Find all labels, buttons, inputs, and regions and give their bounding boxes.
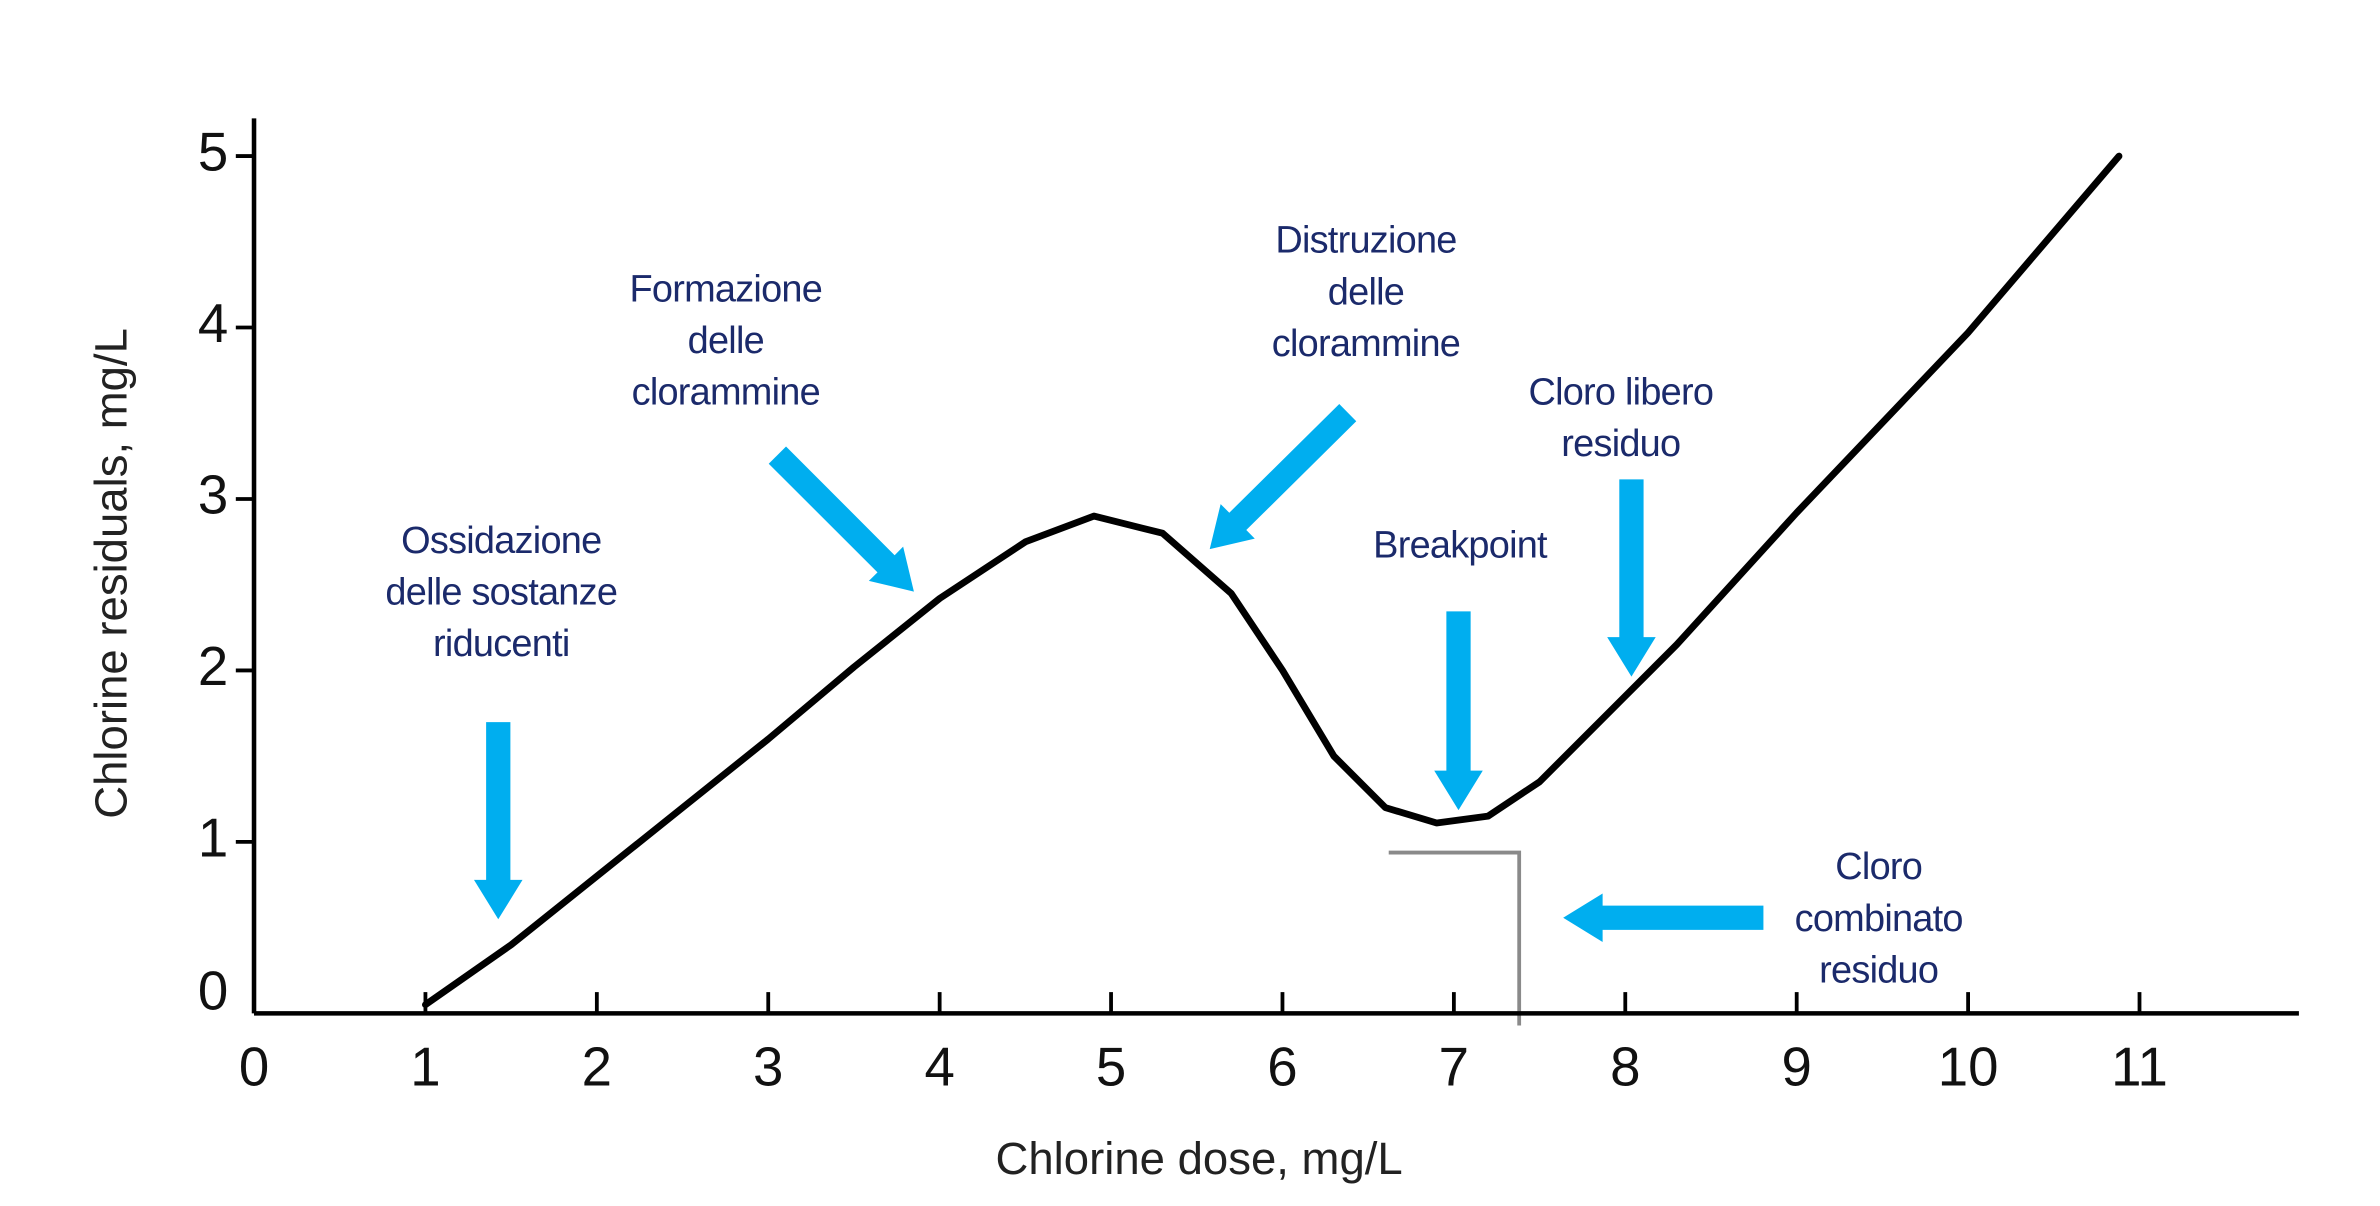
x-tick-label: 3	[753, 1036, 783, 1097]
x-tick-label: 11	[2111, 1036, 2168, 1097]
annotation: clorammine	[1272, 323, 1460, 365]
bracket	[1388, 850, 1522, 1026]
x-tick-label: 5	[1096, 1036, 1126, 1097]
arrow	[1209, 403, 1357, 550]
x-tick-label: 7	[1439, 1036, 1469, 1097]
annotation: delle	[1328, 271, 1404, 313]
arrow	[1607, 479, 1656, 677]
x-axis-title: Chlorine dose, mg/L	[996, 1133, 1403, 1184]
x-tick-label: 2	[582, 1036, 612, 1097]
annotation: Cloro	[1835, 846, 1922, 888]
x-tick-label: 4	[924, 1036, 954, 1097]
curve	[422, 152, 2123, 1009]
annotation: riducenti	[433, 623, 569, 665]
arrow	[768, 446, 914, 592]
annotation: Cloro libero	[1528, 371, 1713, 413]
annotation: Breakpoint	[1373, 525, 1548, 567]
x-tick-label: 1	[410, 1036, 440, 1097]
x-tick-label: 0	[239, 1036, 269, 1097]
y-axis-title: Chlorine residuals, mg/L	[85, 328, 136, 819]
x-tick-label: 9	[1782, 1036, 1812, 1097]
x-tick-label: 6	[1267, 1036, 1297, 1097]
annotation: residuo	[1819, 949, 1938, 991]
x-tick-label: 8	[1610, 1036, 1640, 1097]
x-tick-label: 10	[1938, 1036, 1999, 1097]
annotation: Formazione	[630, 268, 823, 310]
annotation: Distruzione	[1275, 220, 1456, 262]
annotation: clorammine	[632, 371, 820, 413]
annotation: combinato	[1795, 898, 1963, 940]
arrow	[473, 722, 523, 920]
arrow	[1434, 611, 1483, 811]
y-tick-label: 2	[198, 636, 228, 697]
annotation: Ossidazione	[401, 520, 601, 562]
y-tick-label: 1	[198, 807, 228, 868]
annotation: delle sostanze	[385, 572, 617, 614]
y-tick-label: 3	[198, 464, 228, 525]
y-tick-label: 0	[198, 961, 228, 1022]
y-tick-label: 4	[198, 293, 228, 354]
arrow	[1563, 893, 1764, 943]
annotation: delle	[688, 320, 764, 362]
annotation: residuo	[1561, 423, 1680, 465]
y-tick-label: 5	[198, 121, 228, 182]
